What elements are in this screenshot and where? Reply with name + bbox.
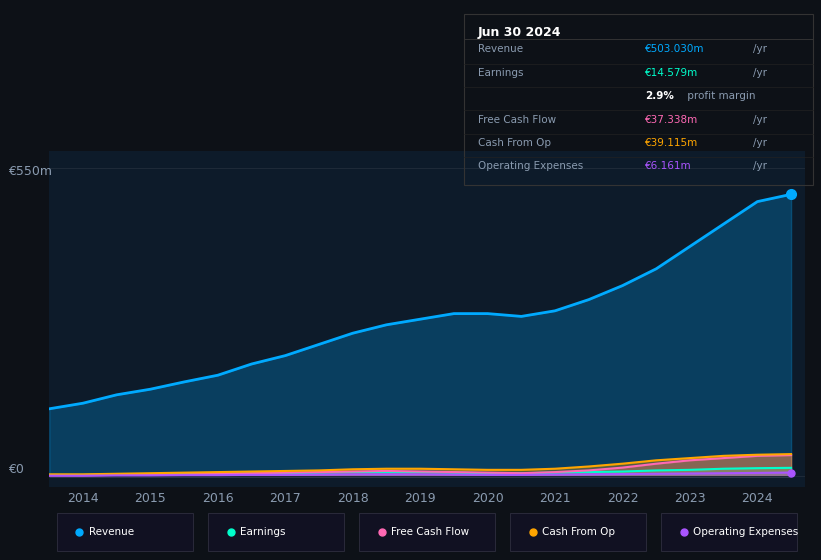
Text: /yr: /yr	[754, 138, 768, 148]
Text: Revenue: Revenue	[478, 44, 523, 54]
Text: /yr: /yr	[754, 161, 768, 171]
Text: €0: €0	[7, 463, 24, 476]
Text: €37.338m: €37.338m	[645, 115, 699, 124]
Text: /yr: /yr	[754, 68, 768, 78]
Text: Jun 30 2024: Jun 30 2024	[478, 26, 562, 39]
Text: /yr: /yr	[754, 44, 768, 54]
Text: profit margin: profit margin	[684, 91, 755, 101]
Text: Cash From Op: Cash From Op	[542, 527, 615, 537]
Text: Operating Expenses: Operating Expenses	[478, 161, 583, 171]
Text: €503.030m: €503.030m	[645, 44, 704, 54]
Text: Revenue: Revenue	[89, 527, 134, 537]
Text: Earnings: Earnings	[478, 68, 523, 78]
Text: €39.115m: €39.115m	[645, 138, 699, 148]
Text: /yr: /yr	[754, 115, 768, 124]
Text: €14.579m: €14.579m	[645, 68, 699, 78]
Text: Free Cash Flow: Free Cash Flow	[478, 115, 556, 124]
Text: Earnings: Earnings	[240, 527, 285, 537]
Text: Free Cash Flow: Free Cash Flow	[391, 527, 469, 537]
Text: €550m: €550m	[7, 165, 52, 178]
FancyBboxPatch shape	[208, 513, 344, 551]
Text: 2.9%: 2.9%	[645, 91, 674, 101]
Text: €6.161m: €6.161m	[645, 161, 692, 171]
FancyBboxPatch shape	[510, 513, 646, 551]
FancyBboxPatch shape	[661, 513, 797, 551]
Text: Operating Expenses: Operating Expenses	[693, 527, 798, 537]
Text: Cash From Op: Cash From Op	[478, 138, 551, 148]
FancyBboxPatch shape	[359, 513, 495, 551]
FancyBboxPatch shape	[57, 513, 193, 551]
